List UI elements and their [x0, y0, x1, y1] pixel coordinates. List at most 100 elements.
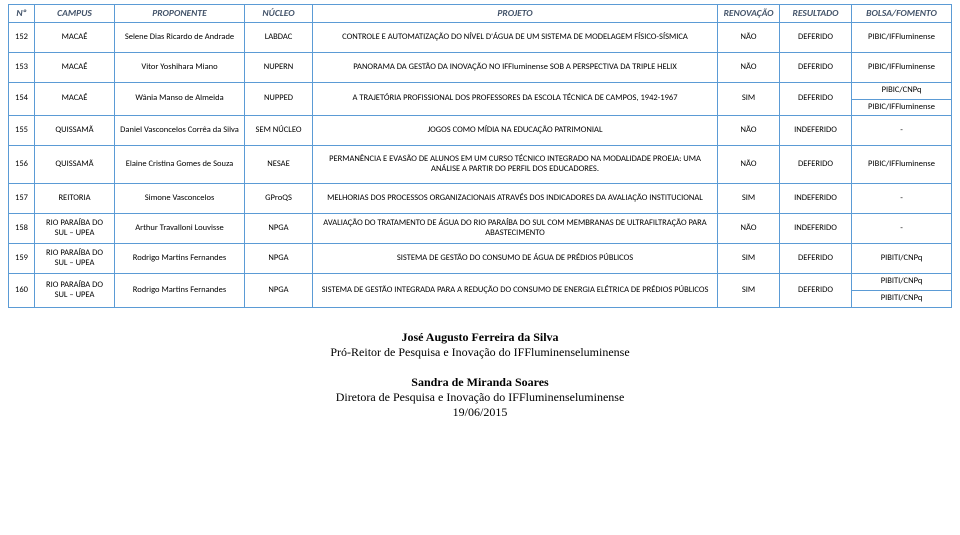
cell-bf: PIBIC/CNPq: [852, 82, 952, 99]
cell-res: DEFERIDO: [780, 244, 852, 274]
cell-prop: Arthur Travalloni Louvisse: [115, 214, 245, 244]
cell-nuc: SEM NÚCLEO: [245, 116, 313, 146]
cell-proj: A TRAJETÓRIA PROFISSIONAL DOS PROFESSORE…: [313, 82, 718, 116]
cell-bf: PIBIC/IFFluminense: [852, 99, 952, 116]
cell-proj: MELHORIAS DOS PROCESSOS ORGANIZACIONAIS …: [313, 184, 718, 214]
cell-n: 152: [9, 22, 35, 52]
cell-res: DEFERIDO: [780, 274, 852, 308]
cell-prop: Selene Dias Ricardo de Andrade: [115, 22, 245, 52]
col-nucleo: NÚCLEO: [245, 5, 313, 23]
cell-bf: PIBITI/CNPq: [852, 244, 952, 274]
table-row: 157 REITORIA Simone Vasconcelos GProQS M…: [9, 184, 952, 214]
cell-proj: AVALIAÇÃO DO TRATAMENTO DE ÁGUA DO RIO P…: [313, 214, 718, 244]
cell-prop: Rodrigo Martins Fernandes: [115, 244, 245, 274]
cell-ren: NÃO: [718, 146, 780, 184]
cell-proj: SISTEMA DE GESTÃO DO CONSUMO DE ÁGUA DE …: [313, 244, 718, 274]
table-row: 159 RIO PARAÍBA DO SUL – UPEA Rodrigo Ma…: [9, 244, 952, 274]
cell-ren: NÃO: [718, 116, 780, 146]
signature-block: José Augusto Ferreira da Silva Pró-Reito…: [8, 330, 952, 420]
cell-campus: REITORIA: [35, 184, 115, 214]
cell-res: DEFERIDO: [780, 146, 852, 184]
cell-n: 156: [9, 146, 35, 184]
cell-nuc: NPGA: [245, 244, 313, 274]
table-header-row: Nº CAMPUS PROPONENTE NÚCLEO PROJETO RENO…: [9, 5, 952, 23]
cell-ren: NÃO: [718, 214, 780, 244]
cell-campus: QUISSAMÃ: [35, 116, 115, 146]
cell-campus: RIO PARAÍBA DO SUL – UPEA: [35, 274, 115, 308]
cell-bf: PIBIC/IFFluminense: [852, 146, 952, 184]
table-row: 153 MACAÉ Vitor Yoshihara Miano NUPERN P…: [9, 52, 952, 82]
cell-nuc: NUPERN: [245, 52, 313, 82]
cell-n: 154: [9, 82, 35, 116]
cell-res: INDEFERIDO: [780, 214, 852, 244]
table-row: 156 QUISSAMÃ Elaine Cristina Gomes de So…: [9, 146, 952, 184]
cell-bf: -: [852, 184, 952, 214]
table-row: 155 QUISSAMÃ Daniel Vasconcelos Corrêa d…: [9, 116, 952, 146]
cell-prop: Simone Vasconcelos: [115, 184, 245, 214]
cell-campus: RIO PARAÍBA DO SUL – UPEA: [35, 244, 115, 274]
cell-campus: RIO PARAÍBA DO SUL – UPEA: [35, 214, 115, 244]
table-row: 154 MACAÉ Wânia Manso de Almeida NUPPED …: [9, 82, 952, 99]
cell-res: INDEFERIDO: [780, 184, 852, 214]
document-date: 19/06/2015: [8, 405, 952, 420]
cell-ren: SIM: [718, 184, 780, 214]
cell-n: 159: [9, 244, 35, 274]
col-resultado: RESULTADO: [780, 5, 852, 23]
cell-res: DEFERIDO: [780, 52, 852, 82]
cell-campus: MACAÉ: [35, 22, 115, 52]
cell-proj: SISTEMA DE GESTÃO INTEGRADA PARA A REDUÇ…: [313, 274, 718, 308]
col-renovacao: RENOVAÇÃO: [718, 5, 780, 23]
col-proponente: PROPONENTE: [115, 5, 245, 23]
cell-n: 160: [9, 274, 35, 308]
cell-ren: SIM: [718, 274, 780, 308]
col-campus: CAMPUS: [35, 5, 115, 23]
cell-ren: SIM: [718, 244, 780, 274]
cell-prop: Rodrigo Martins Fernandes: [115, 274, 245, 308]
signatory-name-1: José Augusto Ferreira da Silva: [8, 330, 952, 345]
cell-ren: SIM: [718, 82, 780, 116]
table-body: 152 MACAÉ Selene Dias Ricardo de Andrade…: [9, 22, 952, 307]
cell-proj: PANORAMA DA GESTÃO DA INOVAÇÃO NO IFFlum…: [313, 52, 718, 82]
cell-campus: MACAÉ: [35, 52, 115, 82]
cell-campus: MACAÉ: [35, 82, 115, 116]
table-row: 152 MACAÉ Selene Dias Ricardo de Andrade…: [9, 22, 952, 52]
col-n: Nº: [9, 5, 35, 23]
cell-prop: Wânia Manso de Almeida: [115, 82, 245, 116]
cell-bf: PIBITI/CNPq: [852, 291, 952, 308]
cell-bf: PIBIC/IFFluminense: [852, 52, 952, 82]
cell-res: INDEFERIDO: [780, 116, 852, 146]
table-row: 160 RIO PARAÍBA DO SUL – UPEA Rodrigo Ma…: [9, 274, 952, 291]
cell-bf: PIBIC/IFFluminense: [852, 22, 952, 52]
cell-nuc: NUPPED: [245, 82, 313, 116]
cell-n: 155: [9, 116, 35, 146]
cell-ren: NÃO: [718, 22, 780, 52]
cell-n: 153: [9, 52, 35, 82]
signatory-title-2: Diretora de Pesquisa e Inovação do IFFlu…: [8, 390, 952, 405]
cell-n: 157: [9, 184, 35, 214]
cell-prop: Vitor Yoshihara Miano: [115, 52, 245, 82]
cell-proj: CONTROLE E AUTOMATIZAÇÃO DO NÍVEL D'ÁGUA…: [313, 22, 718, 52]
cell-nuc: GProQS: [245, 184, 313, 214]
cell-bf: -: [852, 116, 952, 146]
cell-bf: -: [852, 214, 952, 244]
cell-nuc: NESAE: [245, 146, 313, 184]
table-row: 158 RIO PARAÍBA DO SUL – UPEA Arthur Tra…: [9, 214, 952, 244]
cell-n: 158: [9, 214, 35, 244]
cell-campus: QUISSAMÃ: [35, 146, 115, 184]
cell-nuc: NPGA: [245, 274, 313, 308]
cell-bf: PIBITI/CNPq: [852, 274, 952, 291]
cell-proj: JOGOS COMO MÍDIA NA EDUCAÇÃO PATRIMONIAL: [313, 116, 718, 146]
cell-prop: Elaine Cristina Gomes de Souza: [115, 146, 245, 184]
cell-res: DEFERIDO: [780, 82, 852, 116]
projects-table: Nº CAMPUS PROPONENTE NÚCLEO PROJETO RENO…: [8, 4, 952, 308]
cell-nuc: LABDAC: [245, 22, 313, 52]
signatory-name-2: Sandra de Miranda Soares: [8, 375, 952, 390]
cell-nuc: NPGA: [245, 214, 313, 244]
cell-res: DEFERIDO: [780, 22, 852, 52]
col-projeto: PROJETO: [313, 5, 718, 23]
cell-ren: NÃO: [718, 52, 780, 82]
signatory-title-1: Pró-Reitor de Pesquisa e Inovação do IFF…: [8, 345, 952, 360]
cell-prop: Daniel Vasconcelos Corrêa da Silva: [115, 116, 245, 146]
col-bolsa: BOLSA/FOMENTO: [852, 5, 952, 23]
cell-proj: PERMANÊNCIA E EVASÃO DE ALUNOS EM UM CUR…: [313, 146, 718, 184]
